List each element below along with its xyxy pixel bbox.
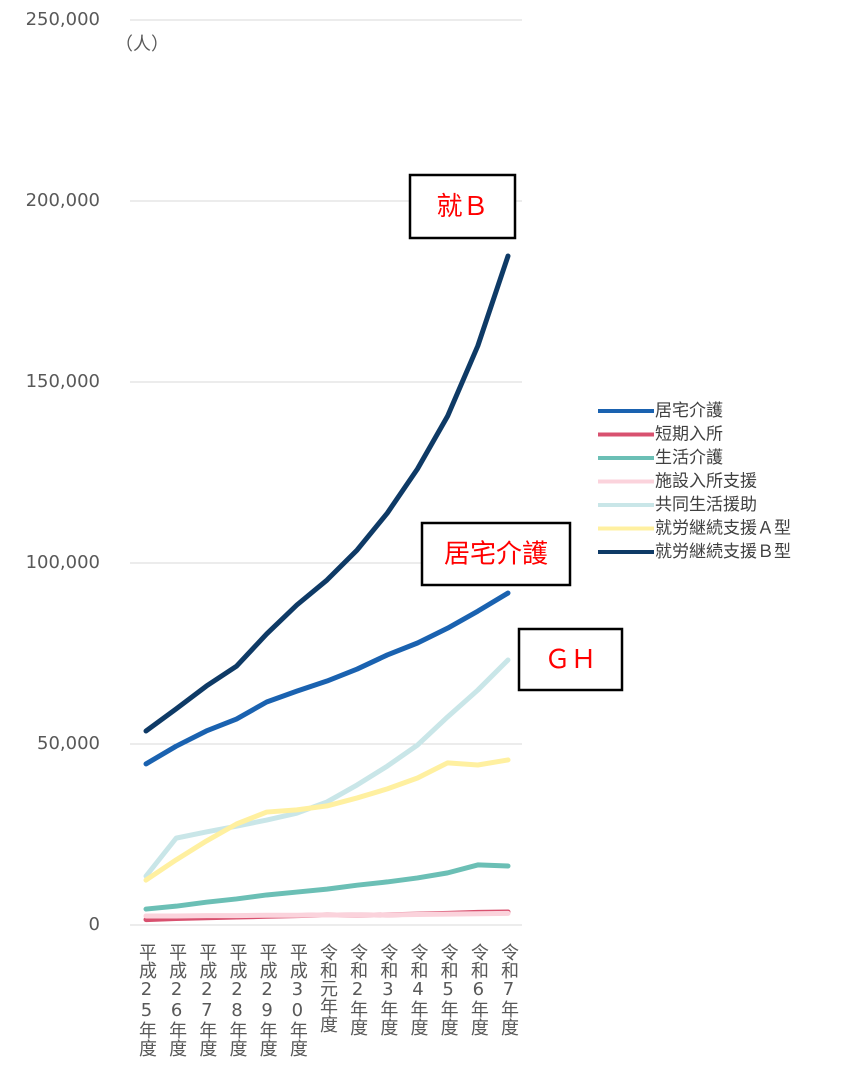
series-line: [143, 910, 511, 919]
annotation-text: ＧＨ: [544, 645, 596, 675]
x-tick-label: 令和5年度: [437, 943, 459, 1036]
legend-label: 施設入所支援: [655, 472, 757, 492]
x-tick-label: 令和元年度: [317, 943, 338, 1033]
y-tick-label: 0: [89, 914, 100, 935]
series-line: [143, 253, 511, 734]
x-tick-label: 令和7年度: [498, 943, 519, 1036]
x-tick-label: 平成28年度: [226, 943, 248, 1057]
y-tick-label: 150,000: [26, 371, 100, 392]
legend-label: 生活介護: [655, 448, 723, 468]
y-tick-label: 200,000: [26, 190, 100, 211]
series-line: [143, 590, 511, 767]
legend-label: 就労継続支援Ｂ型: [655, 542, 791, 562]
annotation-box: [408, 173, 517, 240]
y-tick-label: 100,000: [26, 552, 100, 573]
x-tick-label: 平成29年度: [256, 943, 278, 1057]
series-line: [143, 757, 511, 883]
series-line: [143, 657, 511, 879]
y-tick-label: 250,000: [26, 9, 100, 30]
legend-label: 居宅介護: [655, 401, 723, 421]
unit-label: （人）: [115, 34, 169, 55]
annotation-text: 就Ｂ: [436, 192, 488, 222]
legend-label: 共同生活援助: [655, 495, 757, 515]
x-tick-label: 平成26年度: [166, 943, 188, 1057]
x-tick-label: 平成25年度: [136, 943, 157, 1057]
x-tick-label: 平成30年度: [286, 943, 308, 1057]
legend-label: 短期入所: [655, 425, 723, 445]
x-tick-label: 令和2年度: [347, 943, 369, 1036]
x-tick-label: 令和3年度: [377, 943, 399, 1036]
annotation-box: [420, 521, 572, 587]
series-line: [143, 862, 511, 912]
x-tick-label: 令和4年度: [407, 943, 429, 1036]
x-tick-label: 平成27年度: [196, 943, 218, 1057]
y-tick-label: 50,000: [37, 733, 100, 754]
x-tick-label: 令和6年度: [467, 943, 489, 1036]
annotation-text: 居宅介護: [444, 540, 548, 570]
annotation-box: [517, 627, 624, 692]
legend-label: 就労継続支援Ａ型: [655, 519, 791, 539]
